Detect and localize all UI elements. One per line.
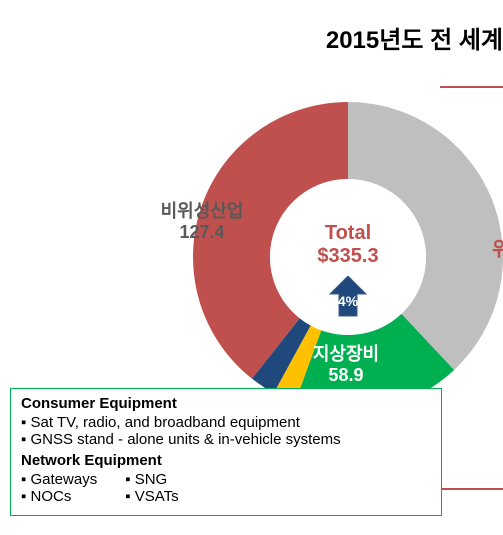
center-total-word: Total — [300, 222, 396, 245]
info-item: SNG — [125, 471, 178, 488]
center-total-value: $335.3 — [300, 245, 396, 268]
network-col2: SNGVSATs — [125, 471, 178, 505]
slice-label-non-sat: 비위성산업127.4 — [142, 201, 262, 242]
center-total: Total $335.3 — [300, 222, 396, 268]
growth-arrow: 4% — [326, 276, 370, 318]
info-item: Gateways — [21, 471, 97, 488]
info-item: GNSS stand - alone units & in-vehicle sy… — [21, 431, 431, 448]
info-item: NOCs — [21, 488, 97, 505]
slice-label-ground: 지상장비58.9 — [296, 344, 396, 385]
info-item: VSATs — [125, 488, 178, 505]
network-col1: GatewaysNOCs — [21, 471, 97, 505]
network-equipment-hdr: Network Equipment — [21, 452, 431, 469]
equipment-info-box: Consumer Equipment Sat TV, radio, and br… — [10, 388, 442, 516]
right-edge-fragment: 위 — [492, 239, 503, 262]
consumer-equipment-hdr: Consumer Equipment — [21, 395, 431, 412]
info-item: Sat TV, radio, and broadband equipment — [21, 414, 431, 431]
growth-pct: 4% — [338, 293, 358, 309]
consumer-equipment-list: Sat TV, radio, and broadband equipmentGN… — [21, 414, 431, 448]
